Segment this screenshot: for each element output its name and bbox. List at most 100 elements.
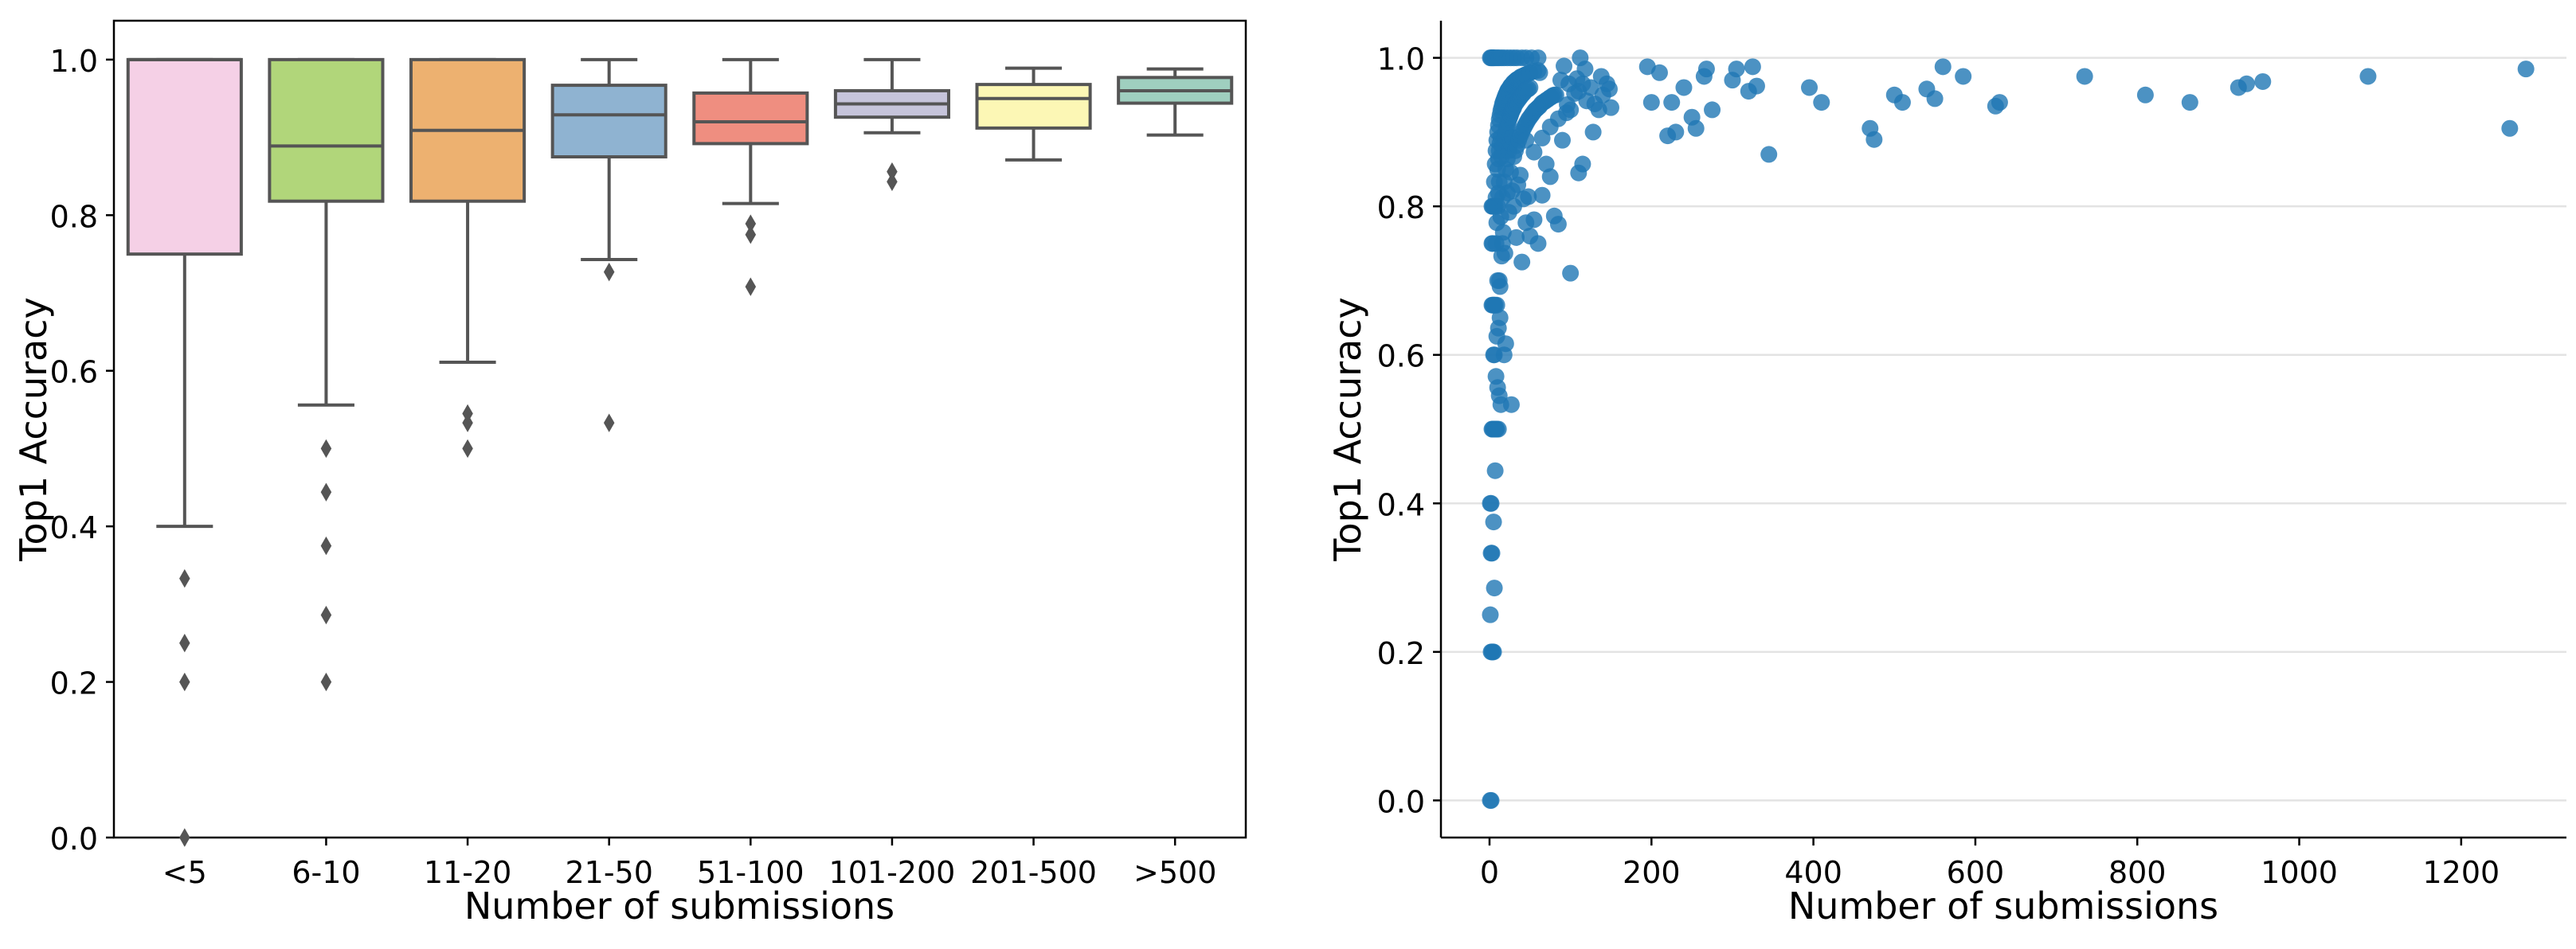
box-plot-marks: [126, 57, 1234, 847]
scatter-point: [2237, 75, 2255, 92]
scatter-point: [1650, 64, 1668, 81]
box-5: [692, 57, 809, 296]
box-y-tick-label: 0.2: [50, 666, 98, 701]
box-y-tick-label: 0.4: [50, 510, 98, 545]
box-7: [975, 66, 1092, 162]
box-3: [409, 57, 527, 459]
scatter-point: [1525, 211, 1543, 228]
scatter-point: [1553, 131, 1571, 149]
scatter-point: [1955, 68, 1972, 85]
scatter-point: [1744, 58, 1761, 76]
box-1: [126, 57, 243, 847]
scatter-point: [1801, 79, 1818, 96]
scatter-point: [1537, 155, 1555, 173]
outlier-point: [603, 413, 615, 432]
scatter-point: [1991, 94, 2008, 111]
scatter-point: [1529, 235, 1547, 252]
scatter-point: [1517, 131, 1535, 149]
outlier-point: [179, 672, 190, 692]
scatter-point: [1482, 494, 1500, 512]
scatter-y-axis: 0.0 0.2 0.4 0.6 0.8 1.0: [1377, 42, 1441, 819]
outlier-point: [179, 828, 190, 847]
outlier-point: [887, 172, 898, 191]
outlier-point: [320, 439, 332, 459]
scatter-point: [1529, 49, 1547, 67]
outlier-point: [745, 214, 757, 233]
box-y-tick-label: 0.8: [50, 199, 98, 234]
scatter-point: [2254, 72, 2272, 90]
scatter-point: [1512, 166, 1529, 184]
scatter-x-axis-label: Number of submissions: [1788, 885, 2218, 928]
scatter-point: [2517, 61, 2535, 78]
scatter-point: [1687, 119, 1705, 137]
scatter-x-tick-label: 600: [1947, 855, 2005, 890]
scatter-point: [1748, 77, 1765, 95]
scatter-point: [1600, 80, 1618, 98]
scatter-y-axis-label: Top1 Accuracy: [1326, 297, 1369, 562]
scatter-points: [1482, 49, 2535, 809]
scatter-point: [1491, 309, 1509, 326]
scatter-point: [1556, 57, 1573, 75]
box-8: [1117, 67, 1234, 137]
scatter-point: [1482, 791, 1500, 809]
scatter-point: [1893, 94, 1911, 111]
box-x-tick-label: 201-500: [970, 855, 1097, 890]
scatter-point: [2501, 119, 2519, 137]
scatter-point: [1490, 420, 1507, 438]
scatter-x-tick-label: 1000: [2261, 855, 2338, 890]
box-x-tick-label: 21-50: [565, 855, 652, 890]
scatter-point: [1502, 396, 1520, 413]
box-x-axis-label: Number of submissions: [464, 885, 895, 928]
box-plot-panel: 0.0 0.2 0.4 0.6 0.8 1.0 <5 6-10 11-20 21-50 51-10…: [12, 19, 1247, 928]
scatter-point: [1642, 94, 1660, 111]
box-6: [833, 57, 950, 191]
box-iqr: [692, 91, 809, 146]
scatter-y-tick-label: 0.4: [1377, 487, 1425, 522]
box-iqr: [126, 57, 243, 256]
scatter-point: [1482, 606, 1499, 623]
box-y-tick-label: 0.0: [50, 822, 98, 857]
scatter-x-tick-label: 1200: [2422, 855, 2500, 890]
box-x-tick-label: 6-10: [292, 855, 360, 890]
box-y-tick-label: 0.6: [50, 355, 98, 390]
outlier-point: [745, 277, 757, 296]
scatter-point: [1513, 253, 1531, 271]
scatter-point: [1667, 123, 1685, 141]
box-x-axis: <5 6-10 11-20 21-50 51-100 101-200 201-500 >500: [162, 838, 1216, 890]
scatter-point: [1728, 61, 1745, 78]
outlier-point: [745, 225, 757, 244]
scatter-x-tick-label: 0: [1480, 855, 1499, 890]
scatter-point: [2359, 68, 2377, 85]
scatter-point: [1520, 188, 1537, 205]
box-plot-frame: [112, 19, 1247, 839]
scatter-point: [1865, 131, 1883, 148]
scatter-point: [1572, 49, 1589, 67]
scatter-point: [1533, 186, 1551, 204]
scatter-point: [1675, 79, 1693, 96]
scatter-point: [1562, 264, 1580, 282]
scatter-point: [1525, 143, 1543, 161]
outlier-point: [179, 634, 190, 653]
scatter-point: [1663, 94, 1681, 111]
scatter-point: [1760, 146, 1778, 163]
scatter-point: [1574, 155, 1591, 173]
scatter-point: [1704, 101, 1721, 119]
scatter-y-tick-label: 0.6: [1377, 339, 1425, 374]
scatter-point: [1491, 278, 1509, 295]
scatter-point: [1486, 173, 1503, 190]
scatter-point: [2076, 68, 2093, 85]
scatter-point: [1521, 79, 1539, 96]
box-iqr: [550, 84, 667, 158]
scatter-gridlines: [1441, 57, 2566, 802]
scatter-point: [1541, 168, 1559, 186]
box-2: [268, 57, 385, 692]
scatter-point: [1813, 94, 1830, 111]
scatter-point: [1584, 123, 1602, 141]
scatter-point: [1485, 643, 1502, 661]
outlier-point: [603, 262, 615, 282]
scatter-x-tick-label: 400: [1784, 855, 1842, 890]
scatter-y-tick-label: 0.0: [1377, 784, 1425, 819]
scatter-point: [1934, 58, 1952, 76]
scatter-y-tick-label: 0.2: [1377, 636, 1425, 671]
